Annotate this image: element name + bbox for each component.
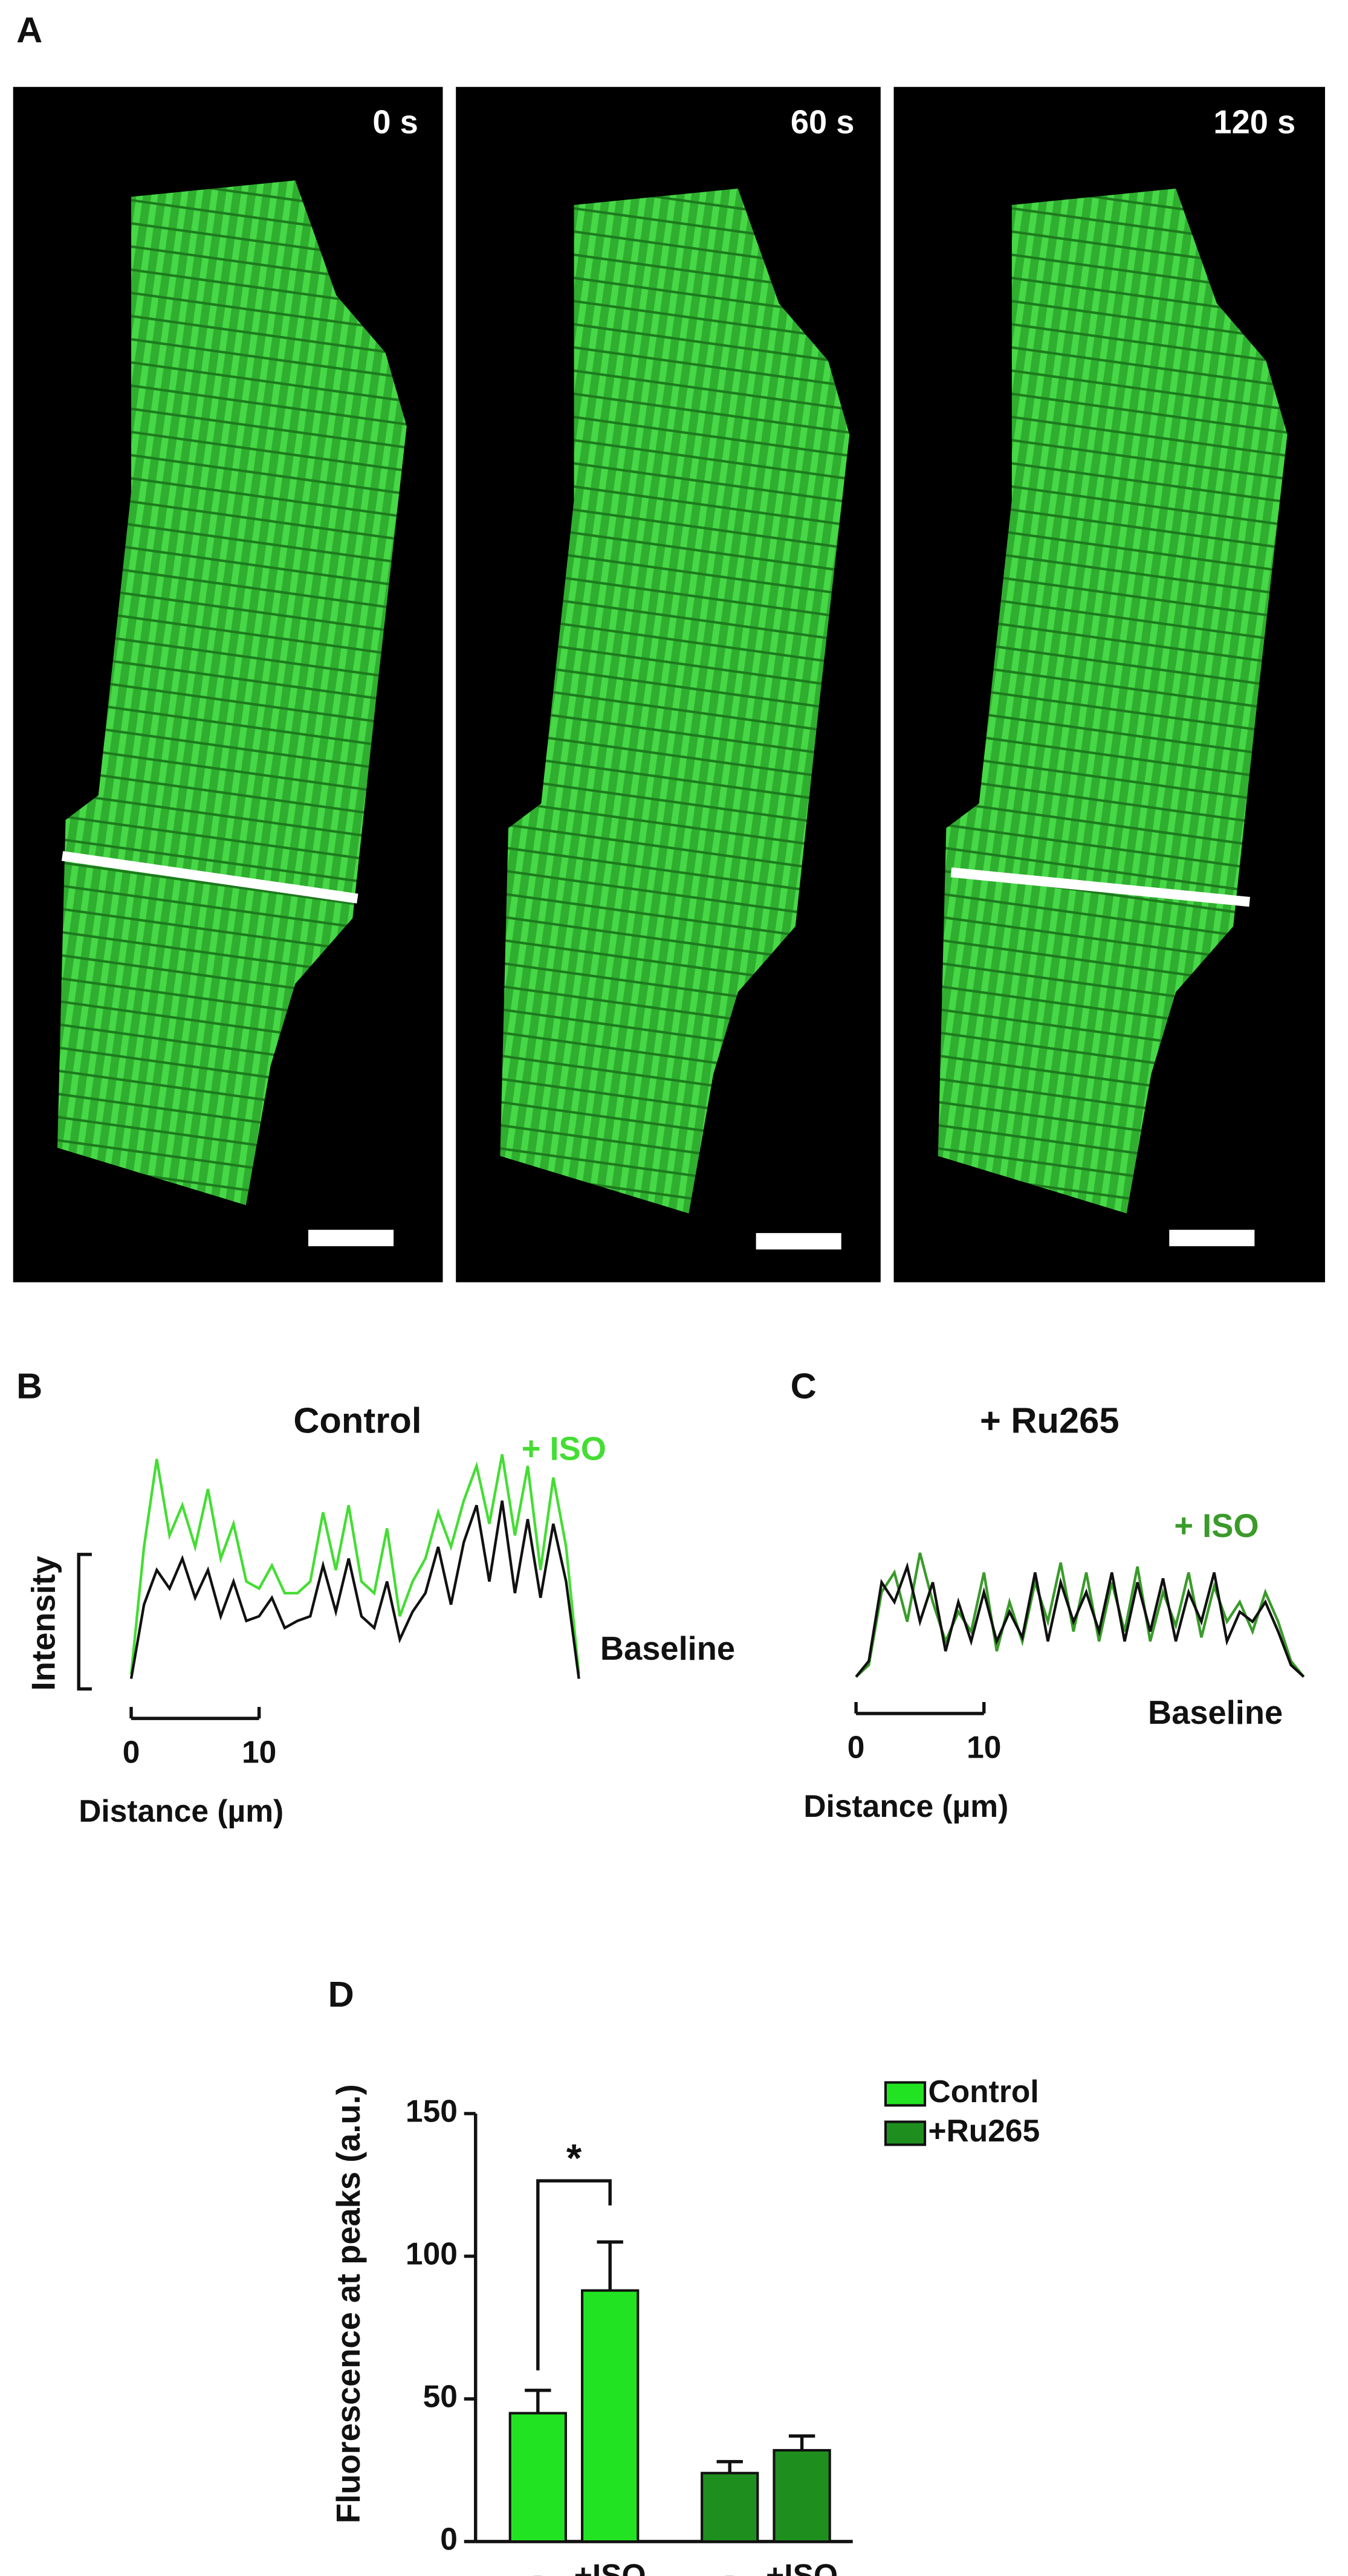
significance-bracket [536,2179,612,2371]
timestamp: 60 s [791,105,855,141]
legend-swatch [884,2120,927,2146]
micrograph: 0 s [13,86,443,1283]
y-tick-label: 150 [406,2094,458,2129]
chart-title: + Ru265 [980,1400,1120,1441]
significance-mark: * [566,2136,582,2180]
y-tick-label: 50 [423,2379,458,2414]
timestamp: 0 s [372,105,418,141]
series-label: Baseline [1148,1695,1283,1731]
x-tick-label: - [725,2557,735,2576]
error-bar [525,2389,551,2413]
legend-label: Control [928,2074,1039,2109]
x-tick-label: 10 [967,1729,1001,1764]
x-axis-label: Distance (µm) [79,1793,284,1828]
panel-label: C [791,1366,817,1406]
x-tick-label: 0 [123,1734,140,1769]
bar [581,2289,640,2543]
y-axis-label: Fluorescence at peaks (a.u.) [331,2084,367,2523]
panel-label: D [328,1974,354,2015]
bar [773,2448,831,2543]
chart-title: Control [293,1400,421,1441]
intensity-bracket [77,1553,92,1691]
legend-swatch [884,2081,927,2107]
profile-line [855,1552,1305,1678]
x-tick-label: 0 [847,1729,865,1764]
error-bar [788,2434,815,2450]
bar [701,2471,759,2543]
error-bar [716,2460,743,2473]
series-label: Baseline [600,1631,735,1667]
x-tick-label: +ISO [766,2557,838,2576]
micrograph: 60 s [456,86,881,1283]
series-label: + ISO [1174,1508,1259,1544]
error-bar [597,2240,623,2291]
timestamp: 120 s [1213,105,1295,141]
profile-line [129,1454,580,1675]
x-tick-label: 10 [242,1734,276,1769]
y-tick-label: 100 [406,2236,458,2271]
x-tick-label: - [533,2557,543,2576]
panel-label: A [16,10,42,50]
panel-label: B [16,1366,42,1406]
y-tick-label: 0 [440,2522,458,2557]
bar [508,2412,567,2543]
profile-line [129,1500,580,1679]
micrograph: 120 s [893,86,1326,1283]
y-axis-label: Intensity [25,1556,62,1691]
series-label: + ISO [522,1431,606,1467]
legend-label: +Ru265 [928,2113,1040,2148]
x-axis-label: Distance (µm) [803,1788,1008,1824]
x-tick-label: +ISO [574,2557,646,2576]
profile-line [855,1562,1305,1678]
